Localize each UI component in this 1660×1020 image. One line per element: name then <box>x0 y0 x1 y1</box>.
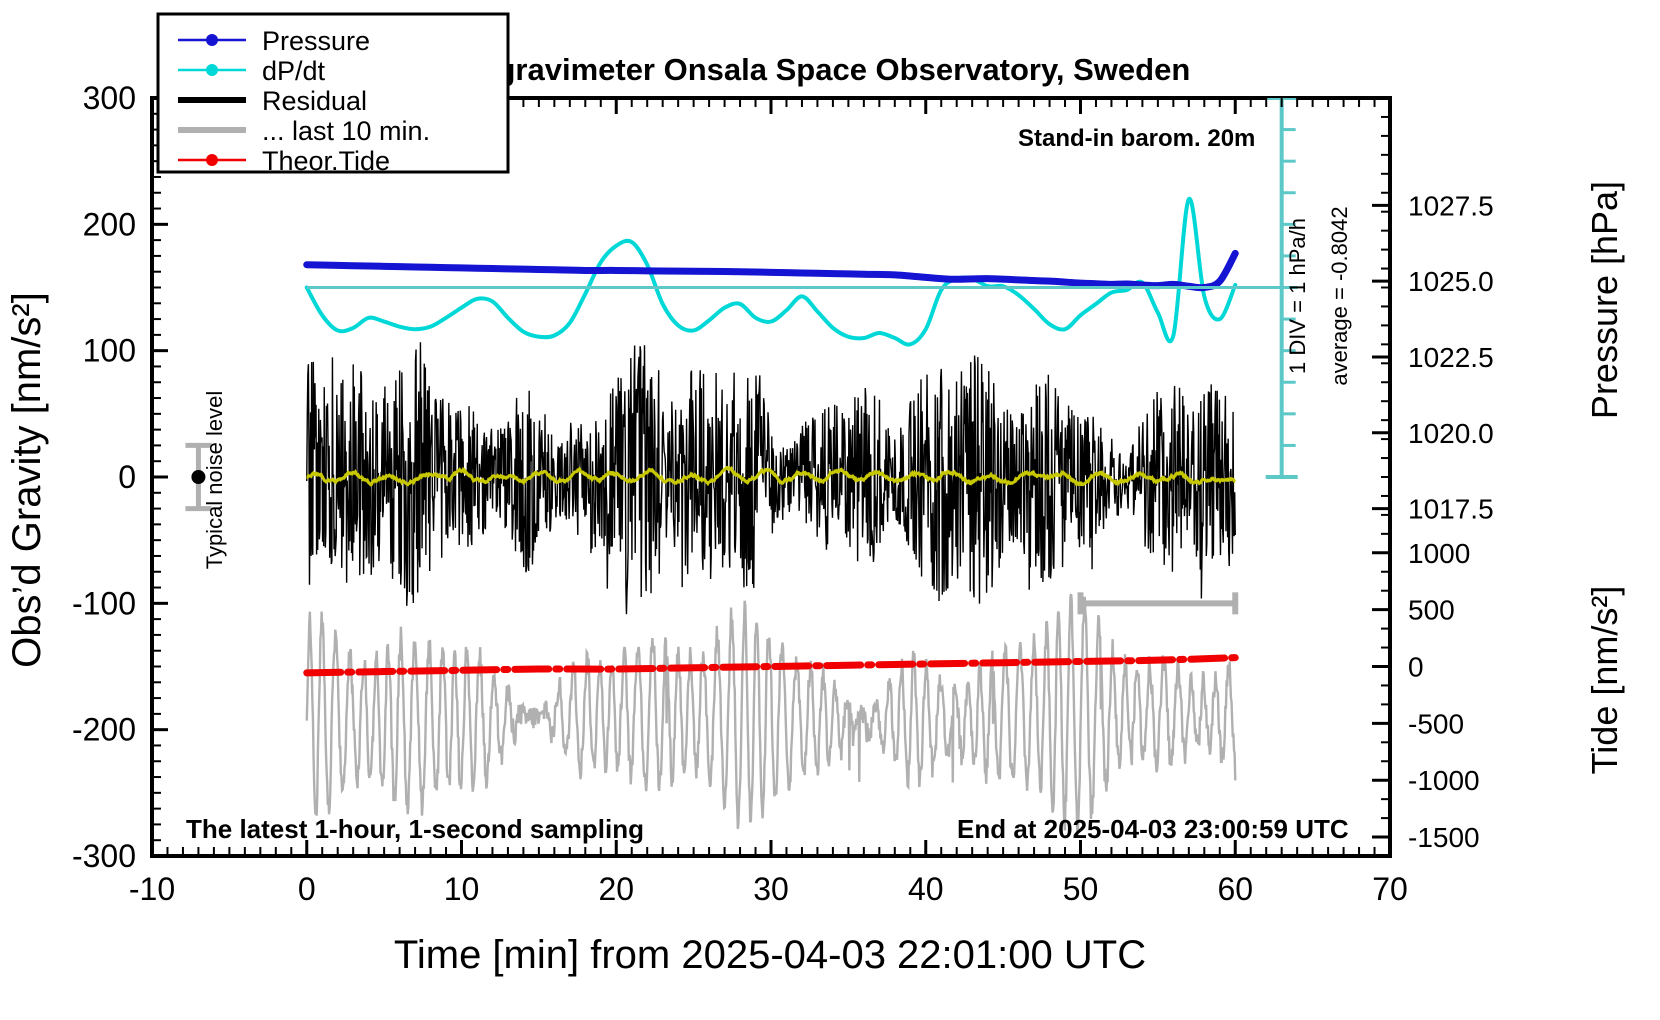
x-tick-label: 0 <box>298 871 316 907</box>
x-axis-tick-labels: -10 0 10 20 30 40 50 60 70 <box>129 871 1408 907</box>
annotation-div-scale: 1 DIV = 1 hPa/h <box>1285 218 1310 374</box>
x-tick-label: 30 <box>753 871 789 907</box>
right-tick-label-tide: -500 <box>1408 708 1464 739</box>
right-tick-label-pressure: 1017.5 <box>1408 494 1494 525</box>
series-residual <box>306 342 1236 615</box>
x-tick-label: 20 <box>598 871 634 907</box>
legend-label: Pressure <box>262 26 370 56</box>
y-tick-label: -300 <box>72 838 136 874</box>
y-axis-ticks <box>152 96 168 858</box>
annotation-typical-noise-level: Typical noise level <box>202 391 227 570</box>
right-axis-title-tide: Tide [nm/s²] <box>1584 586 1625 775</box>
series-dpdt <box>304 197 1238 347</box>
right-tick-label-tide: 0 <box>1408 652 1424 683</box>
legend-label: ... last 10 min. <box>262 116 430 146</box>
right-tick-label-pressure: 1025.0 <box>1408 266 1494 297</box>
y-tick-label: 200 <box>83 206 136 242</box>
x-axis-ticks <box>150 98 1392 856</box>
x-axis-title: Time [min] from 2025-04-03 22:01:00 UTC <box>394 933 1146 977</box>
y-tick-label: 100 <box>83 333 136 369</box>
x-tick-label: 50 <box>1063 871 1099 907</box>
gray-span-bar <box>1077 592 1239 615</box>
legend-item[interactable]: Pressure <box>178 26 370 56</box>
series-theor-tide <box>303 654 1239 677</box>
right-tick-label-tide: -1500 <box>1408 822 1480 853</box>
y-axis-tick-labels: 300 200 100 0 -100 -200 -300 <box>72 80 136 874</box>
y-tick-label: -100 <box>72 585 136 621</box>
annotation-end-time: End at 2025-04-03 23:00:59 UTC <box>957 814 1349 844</box>
x-tick-label: 70 <box>1372 871 1408 907</box>
right-tick-label-tide: 1000 <box>1408 538 1470 569</box>
legend-label: dP/dt <box>262 56 326 86</box>
legend-item[interactable]: dP/dt <box>178 56 326 86</box>
legend-item[interactable]: Theor.Tide <box>178 146 390 176</box>
legend-marker-icon <box>206 34 218 46</box>
legend-item[interactable]: Residual <box>178 86 367 116</box>
series-last-10-min <box>305 593 1237 836</box>
y-tick-label: 0 <box>118 459 136 495</box>
typical-noise-level-marker <box>185 442 212 512</box>
right-tick-label-tide: -1000 <box>1408 765 1480 796</box>
right-axis-title-pressure: Pressure [hPa] <box>1584 181 1625 419</box>
legend-label: Residual <box>262 86 367 116</box>
annotation-stand-in-barom: Stand-in barom. 20m <box>1018 125 1255 152</box>
x-tick-label: 60 <box>1217 871 1253 907</box>
y-tick-label: -200 <box>72 712 136 748</box>
y-axis-title: Obs’d Gravity [nm/s²] <box>5 292 49 668</box>
x-tick-label: -10 <box>129 871 175 907</box>
series-pressure <box>303 249 1239 292</box>
right-axis-ticks <box>1372 97 1390 857</box>
legend-marker-icon <box>206 64 218 76</box>
right-tick-label-tide: 500 <box>1408 595 1455 626</box>
x-tick-label: 40 <box>908 871 944 907</box>
legend-marker-icon <box>206 154 218 166</box>
series-smoothed-residual <box>306 465 1236 487</box>
data-layer <box>185 98 1298 836</box>
right-axis-tick-labels: 1027.5 1025.0 1022.5 1020.0 1017.5 1000 500 0 -5… <box>1408 190 1494 853</box>
x-tick-label: 10 <box>444 871 480 907</box>
right-tick-label-pressure: 1027.5 <box>1408 190 1494 221</box>
annotation-average: average = -0.8042 <box>1327 206 1352 385</box>
legend-item[interactable]: ... last 10 min. <box>178 116 430 146</box>
y-tick-label: 300 <box>83 80 136 116</box>
right-tick-label-pressure: 1020.0 <box>1408 418 1494 449</box>
legend-label: Theor.Tide <box>262 146 390 176</box>
annotation-sampling-note: The latest 1-hour, 1-second sampling <box>186 814 644 844</box>
right-tick-label-pressure: 1022.5 <box>1408 342 1494 373</box>
cyan-scale-bar <box>306 98 1298 479</box>
